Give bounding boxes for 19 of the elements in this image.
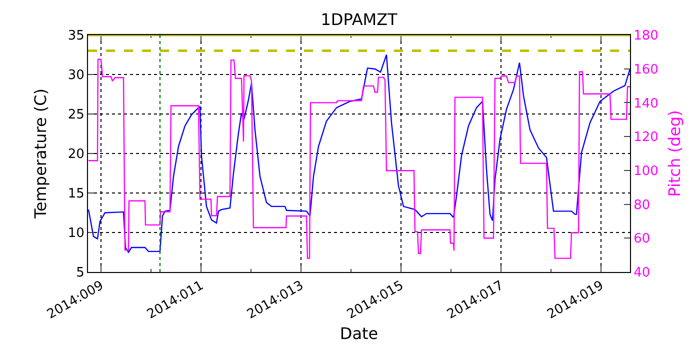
chart-title: 1DPAMZT: [320, 10, 398, 30]
y2-tick-label: 180: [634, 28, 658, 44]
y-tick-label: 15: [68, 186, 84, 202]
y2-axis-title: Pitch (deg): [665, 110, 684, 197]
y2-tick-label: 120: [634, 130, 658, 146]
y-tick-label: 10: [68, 226, 84, 242]
y2-tick-label: 140: [634, 96, 658, 112]
y-tick-label: 20: [68, 147, 84, 162]
y-tick-label: 30: [68, 68, 84, 84]
y-axis-title: Temperature (C): [31, 88, 50, 220]
y-tick-label: 5: [76, 266, 84, 281]
y2-tick-label: 40: [634, 266, 650, 281]
y-tick-label: 25: [68, 108, 84, 123]
y-tick-label: 35: [68, 28, 84, 44]
x-axis-title: Date: [340, 324, 378, 344]
y2-tick-label: 160: [634, 62, 658, 78]
y2-tick-label: 100: [634, 164, 658, 179]
y2-tick-label: 60: [634, 232, 650, 247]
y2-tick-label: 80: [634, 198, 650, 213]
